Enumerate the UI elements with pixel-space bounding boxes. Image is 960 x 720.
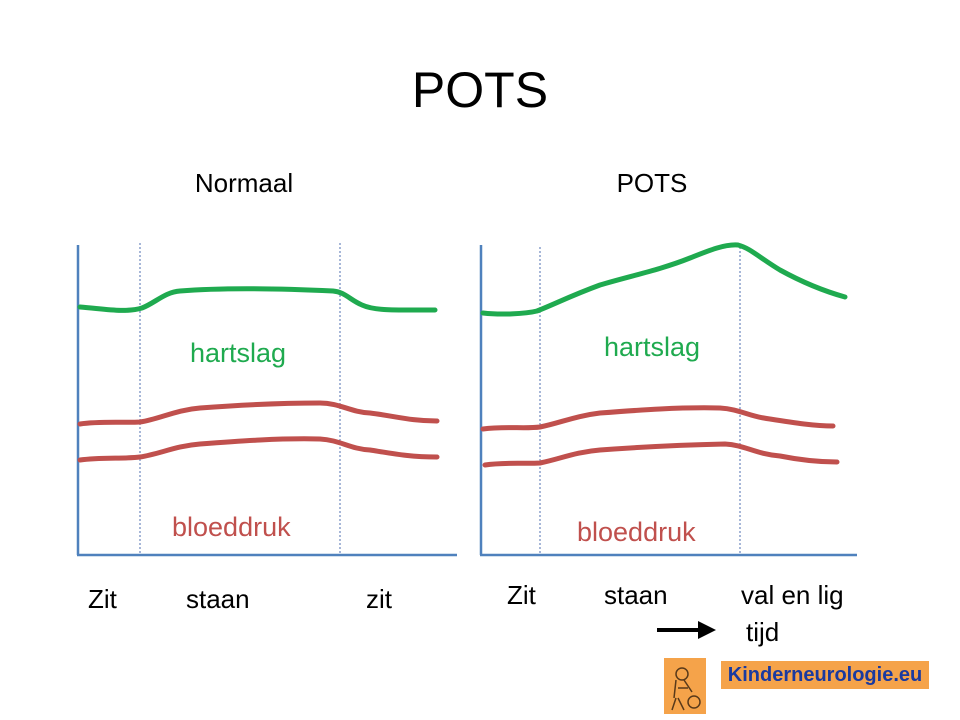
logo-text: Kinderneurologie.eu xyxy=(721,661,929,689)
time-label: tijd xyxy=(746,617,780,647)
pots-phase-stand: staan xyxy=(604,580,668,610)
pots-heart-rate-line xyxy=(480,242,848,317)
pots-phase-faint-lie: val en lig xyxy=(741,580,844,610)
normal-blood-pressure-label: bloeddruk xyxy=(172,512,291,542)
normal-phase-stand: staan xyxy=(186,584,250,614)
normal-heart-rate-label: hartslag xyxy=(190,338,287,368)
pots-diastolic-line xyxy=(482,441,840,468)
time-arrow-head-icon xyxy=(698,621,716,639)
normal-phase-sit-again: zit xyxy=(366,584,392,614)
panel-title-normal: Normaal xyxy=(194,168,294,198)
panel-title-pots: POTS xyxy=(616,168,688,198)
logo-icon xyxy=(664,658,706,714)
normal-phase-sit: Zit xyxy=(88,584,117,614)
pots-blood-pressure-label: bloeddruk xyxy=(577,517,696,547)
pots-heart-rate-label: hartslag xyxy=(604,332,701,362)
pots-systolic-line xyxy=(480,405,836,432)
normal-systolic-line xyxy=(77,400,440,427)
page-title: POTS xyxy=(411,62,549,118)
normal-diastolic-line xyxy=(77,436,440,463)
pots-phase-sit: Zit xyxy=(507,580,536,610)
normal-heart-rate-line xyxy=(77,286,438,313)
